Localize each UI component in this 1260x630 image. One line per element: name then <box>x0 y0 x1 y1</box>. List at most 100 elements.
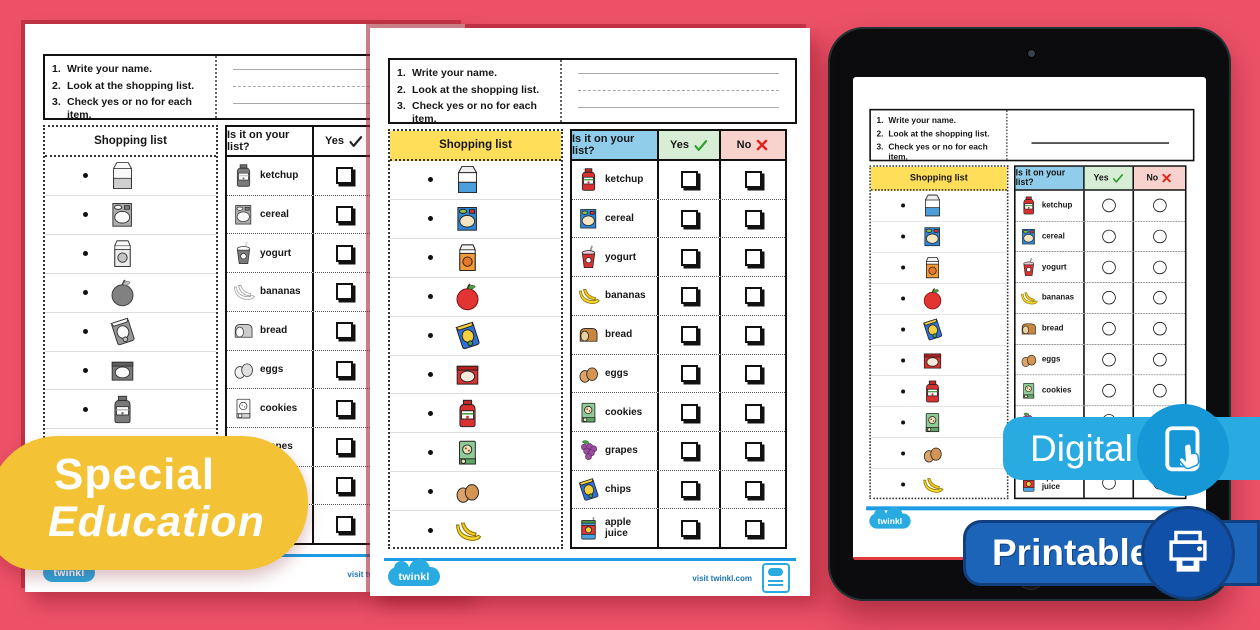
yes-checkbox[interactable] <box>335 167 353 185</box>
yes-checkbox[interactable] <box>680 210 698 228</box>
name-write-area[interactable] <box>562 60 795 122</box>
item-label: ketchup <box>605 174 644 186</box>
yes-checkbox[interactable] <box>1101 352 1116 367</box>
twinkl-logo: twinkl <box>869 507 911 529</box>
no-checkbox[interactable] <box>744 326 762 344</box>
instruction-step: 1. Write your name. <box>397 67 558 80</box>
ice-cream-icon <box>451 358 484 391</box>
name-write-area[interactable] <box>1008 110 1193 159</box>
yes-checkbox[interactable] <box>680 326 698 344</box>
bullet-icon <box>901 296 906 301</box>
yes-checkbox[interactable] <box>1101 260 1116 275</box>
no-checkbox[interactable] <box>1152 260 1167 275</box>
yes-header: Yes <box>659 131 721 159</box>
yes-cell <box>1085 313 1135 344</box>
yes-checkbox[interactable] <box>335 476 353 494</box>
checklist-item-cell: bread <box>572 315 659 354</box>
shopping-list-row <box>390 356 561 395</box>
yes-checkbox[interactable] <box>680 480 698 498</box>
no-checkbox[interactable] <box>744 480 762 498</box>
no-checkbox[interactable] <box>1152 229 1167 244</box>
bullet-icon <box>83 212 88 218</box>
checklist-row: bread <box>1015 313 1185 345</box>
no-checkbox[interactable] <box>744 364 762 382</box>
no-cell <box>721 509 785 547</box>
checklist-row: bananas <box>1015 283 1185 314</box>
ketchup-icon <box>919 378 945 404</box>
shopping-list-row <box>45 313 216 352</box>
yes-checkbox[interactable] <box>680 287 698 305</box>
yes-cell <box>1085 375 1135 406</box>
no-header: No <box>721 131 785 159</box>
yes-checkbox[interactable] <box>1101 229 1116 244</box>
instruction-step: 3. Check yes or no for each item. <box>52 96 213 121</box>
yes-cell <box>1085 283 1135 314</box>
write-line <box>578 73 779 74</box>
step-number: 3. <box>397 100 406 113</box>
no-checkbox[interactable] <box>1152 198 1167 213</box>
ice-cream-icon <box>106 354 139 387</box>
checklist-table: Is it on your list? Yes No ketchup cereal… <box>570 129 787 549</box>
visit-twinkl-link[interactable]: visit twinkl.com <box>692 574 752 583</box>
item-label: yogurt <box>260 247 292 259</box>
shopping-list-row <box>390 511 561 549</box>
no-cell <box>1134 283 1185 313</box>
no-checkbox[interactable] <box>744 248 762 266</box>
shopping-list-row <box>45 352 216 391</box>
yes-checkbox[interactable] <box>680 442 698 460</box>
yes-checkbox[interactable] <box>335 438 353 456</box>
bullet-icon <box>901 389 906 394</box>
step-text: Write your name. <box>888 116 956 126</box>
no-checkbox[interactable] <box>744 442 762 460</box>
yes-checkbox[interactable] <box>335 515 353 533</box>
yes-checkbox[interactable] <box>680 171 698 189</box>
yes-checkbox[interactable] <box>335 244 353 262</box>
worksheet-page: 1. Write your name. 2. Look at the shopp… <box>370 28 810 596</box>
printable-badge-label: Printable <box>992 532 1151 573</box>
no-checkbox[interactable] <box>1152 291 1167 305</box>
bullet-icon <box>428 371 433 377</box>
write-line <box>233 103 434 104</box>
checklist-row: eggs <box>1015 344 1185 376</box>
bullet-icon <box>901 234 906 239</box>
yes-cell <box>659 509 721 548</box>
shopping-list-row <box>45 390 216 430</box>
yes-checkbox[interactable] <box>335 322 353 340</box>
yes-checkbox[interactable] <box>680 248 698 266</box>
bread-icon <box>230 317 257 344</box>
yes-checkbox[interactable] <box>1101 291 1116 305</box>
no-checkbox[interactable] <box>744 403 762 421</box>
yes-checkbox[interactable] <box>680 403 698 421</box>
yes-checkbox[interactable] <box>680 519 698 537</box>
yes-checkbox[interactable] <box>1101 198 1116 213</box>
item-label: yogurt <box>1041 262 1067 272</box>
shopping-list-row <box>870 284 1007 315</box>
yes-cell <box>314 350 376 389</box>
no-checkbox[interactable] <box>1152 383 1167 398</box>
yes-checkbox[interactable] <box>1101 383 1116 398</box>
instructions-steps: 1. Write your name. 2. Look at the shopp… <box>45 56 217 121</box>
yes-checkbox[interactable] <box>335 399 353 417</box>
yes-checkbox[interactable] <box>1101 322 1116 336</box>
yes-cell <box>314 311 376 350</box>
yes-cell <box>1085 221 1135 252</box>
no-checkbox[interactable] <box>744 519 762 537</box>
yes-checkbox[interactable] <box>335 360 353 378</box>
item-label: ketchup <box>1041 201 1073 211</box>
no-checkbox[interactable] <box>744 171 762 189</box>
printable-badge-circle <box>1141 506 1235 600</box>
footer-rule <box>384 558 796 561</box>
no-checkbox[interactable] <box>1152 322 1167 336</box>
yes-checkbox[interactable] <box>680 364 698 382</box>
yes-cell <box>314 273 376 311</box>
yes-checkbox[interactable] <box>335 206 353 224</box>
name-write-area[interactable] <box>217 56 450 118</box>
yes-checkbox[interactable] <box>335 283 353 301</box>
no-checkbox[interactable] <box>1152 352 1167 367</box>
bread-icon <box>575 321 602 348</box>
no-checkbox[interactable] <box>744 210 762 228</box>
no-header: No <box>1134 166 1185 190</box>
bullet-icon <box>83 290 88 296</box>
no-checkbox[interactable] <box>744 287 762 305</box>
